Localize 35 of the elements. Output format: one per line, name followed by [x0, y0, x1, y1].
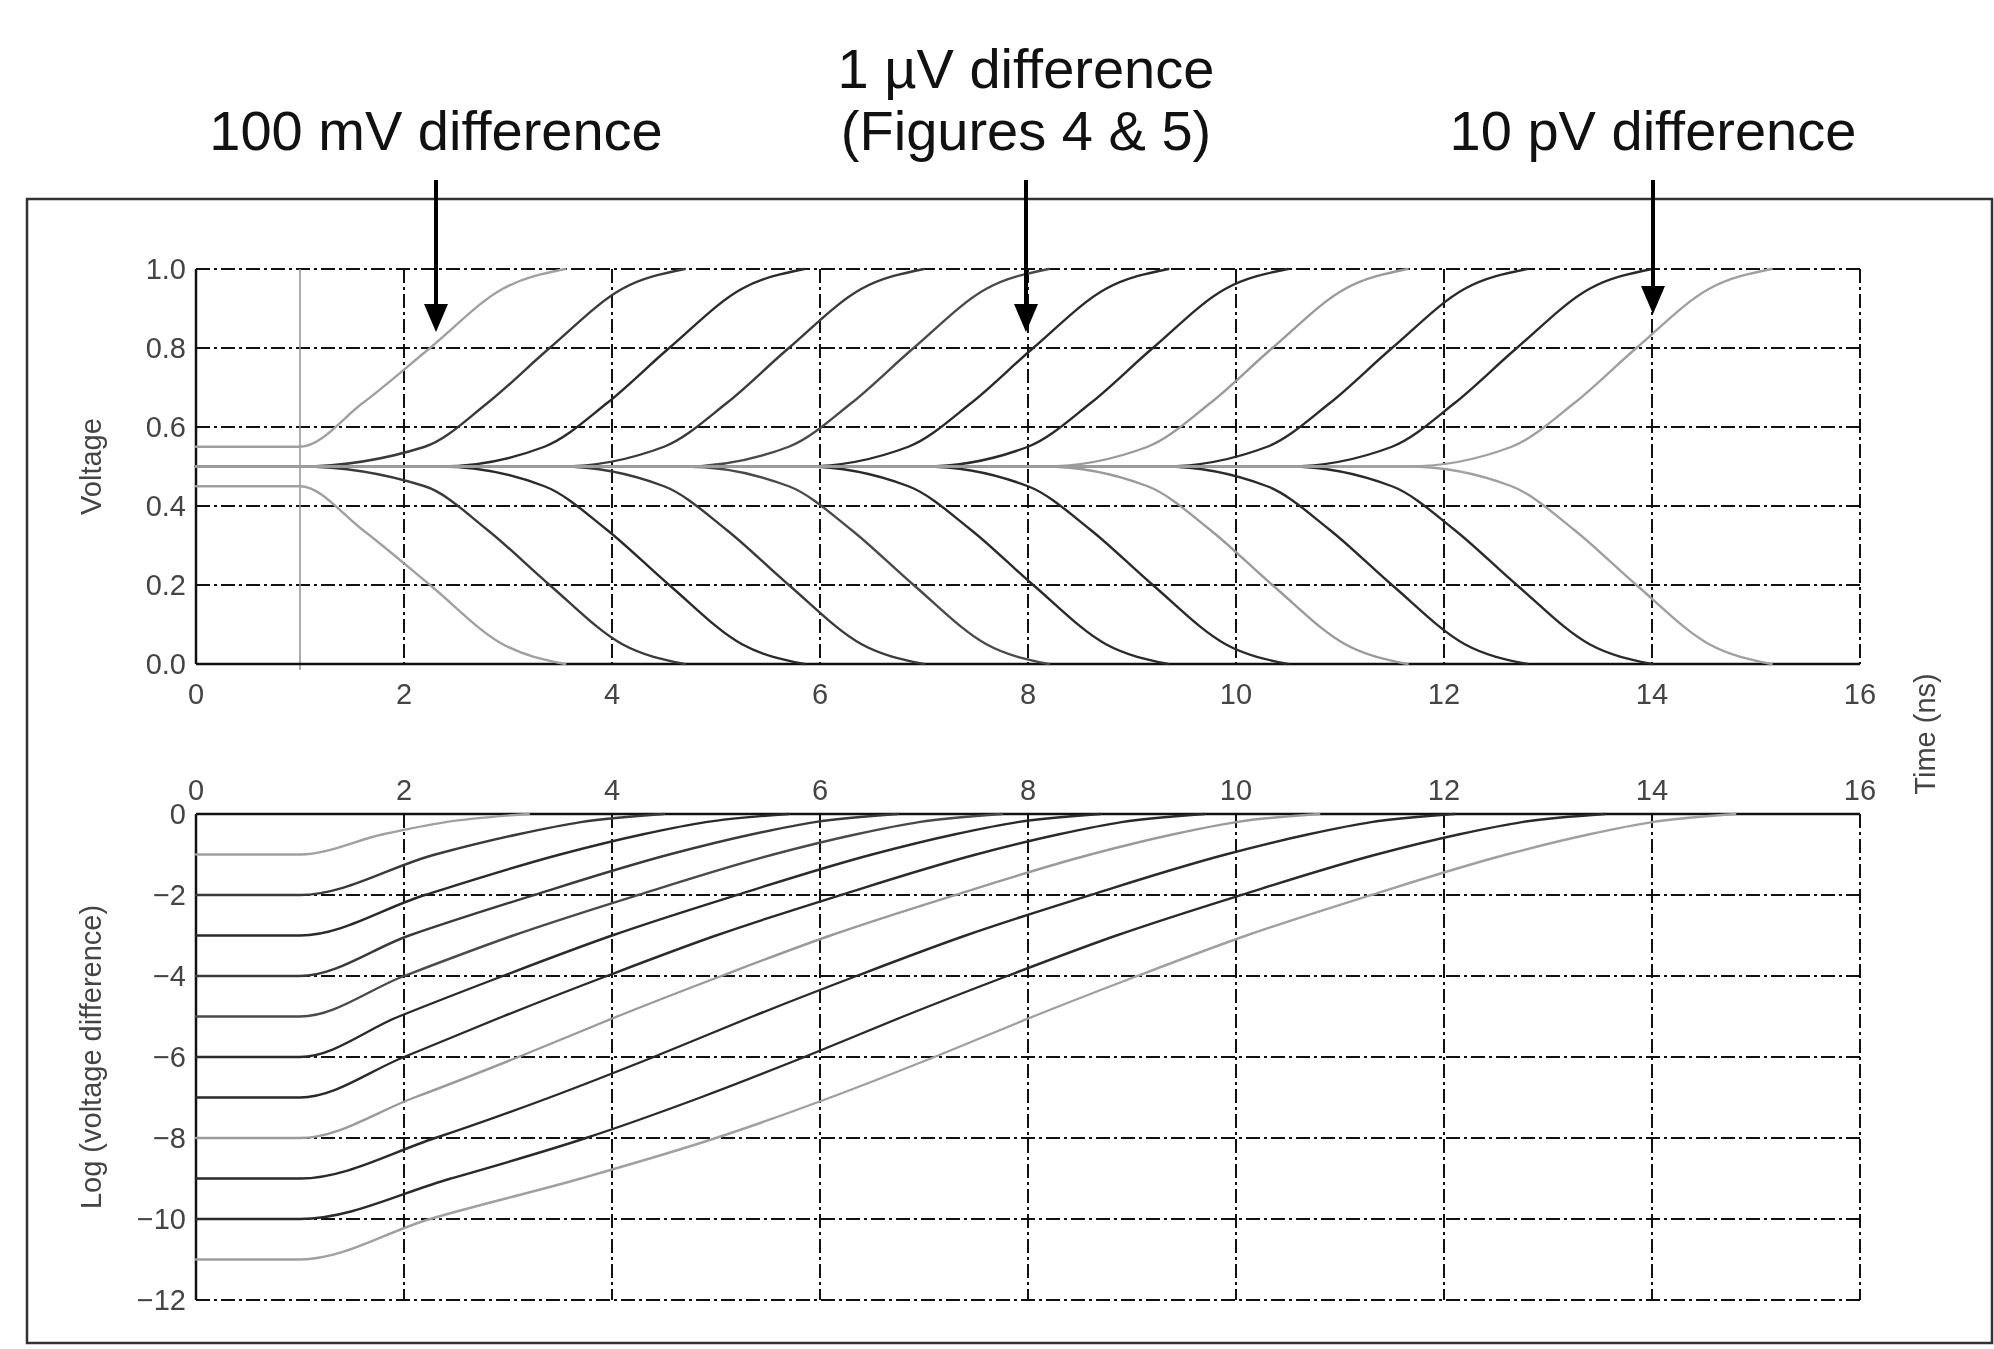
y-tick-label: 0.0 [145, 648, 186, 681]
y-tick-label: −6 [152, 1041, 186, 1074]
x-tick-label: 12 [1427, 678, 1461, 710]
y-axis-title: Voltage [75, 418, 107, 515]
text: 100 mV difference [209, 99, 663, 162]
x-tick-label: 16 [1843, 678, 1877, 710]
y-tick-label: −12 [136, 1284, 186, 1317]
x-tick-label: 12 [1427, 774, 1461, 806]
y-tick-label: 0.2 [145, 569, 186, 602]
y-tick-label: −8 [152, 1122, 186, 1155]
x-tick-label: 4 [603, 678, 621, 710]
x-tick-label: 4 [603, 774, 621, 806]
y-tick-label: 0.8 [145, 332, 186, 365]
y-tick-label: −10 [136, 1203, 186, 1236]
y-tick-label: −4 [152, 960, 186, 993]
x-tick-label: 8 [1019, 678, 1037, 710]
x-tick-label: 14 [1635, 774, 1669, 806]
y-tick-label: 1.0 [145, 253, 186, 286]
x-tick-label: 6 [811, 678, 829, 710]
y-tick-label: 0.4 [145, 490, 186, 523]
text: Time (ns) [1909, 673, 1941, 795]
x-tick-label: 16 [1843, 774, 1877, 806]
y-tick-label: 0 [169, 798, 186, 831]
text: 10 pV difference [1449, 99, 1857, 162]
y-tick-label: 0.6 [145, 411, 186, 444]
x-tick-label: 10 [1219, 774, 1253, 806]
x-tick-label: 2 [395, 678, 413, 710]
x-tick-label: 6 [811, 774, 829, 806]
x-tick-label: 2 [395, 774, 413, 806]
x-tick-label: 14 [1635, 678, 1669, 710]
x-tick-label: 8 [1019, 774, 1037, 806]
x-tick-label: 10 [1219, 678, 1253, 710]
y-axis-title: Log (voltage difference) [75, 904, 107, 1210]
y-tick-label: −2 [152, 879, 186, 912]
text: 1 µV difference (Figures 4 & 5) [837, 37, 1215, 162]
